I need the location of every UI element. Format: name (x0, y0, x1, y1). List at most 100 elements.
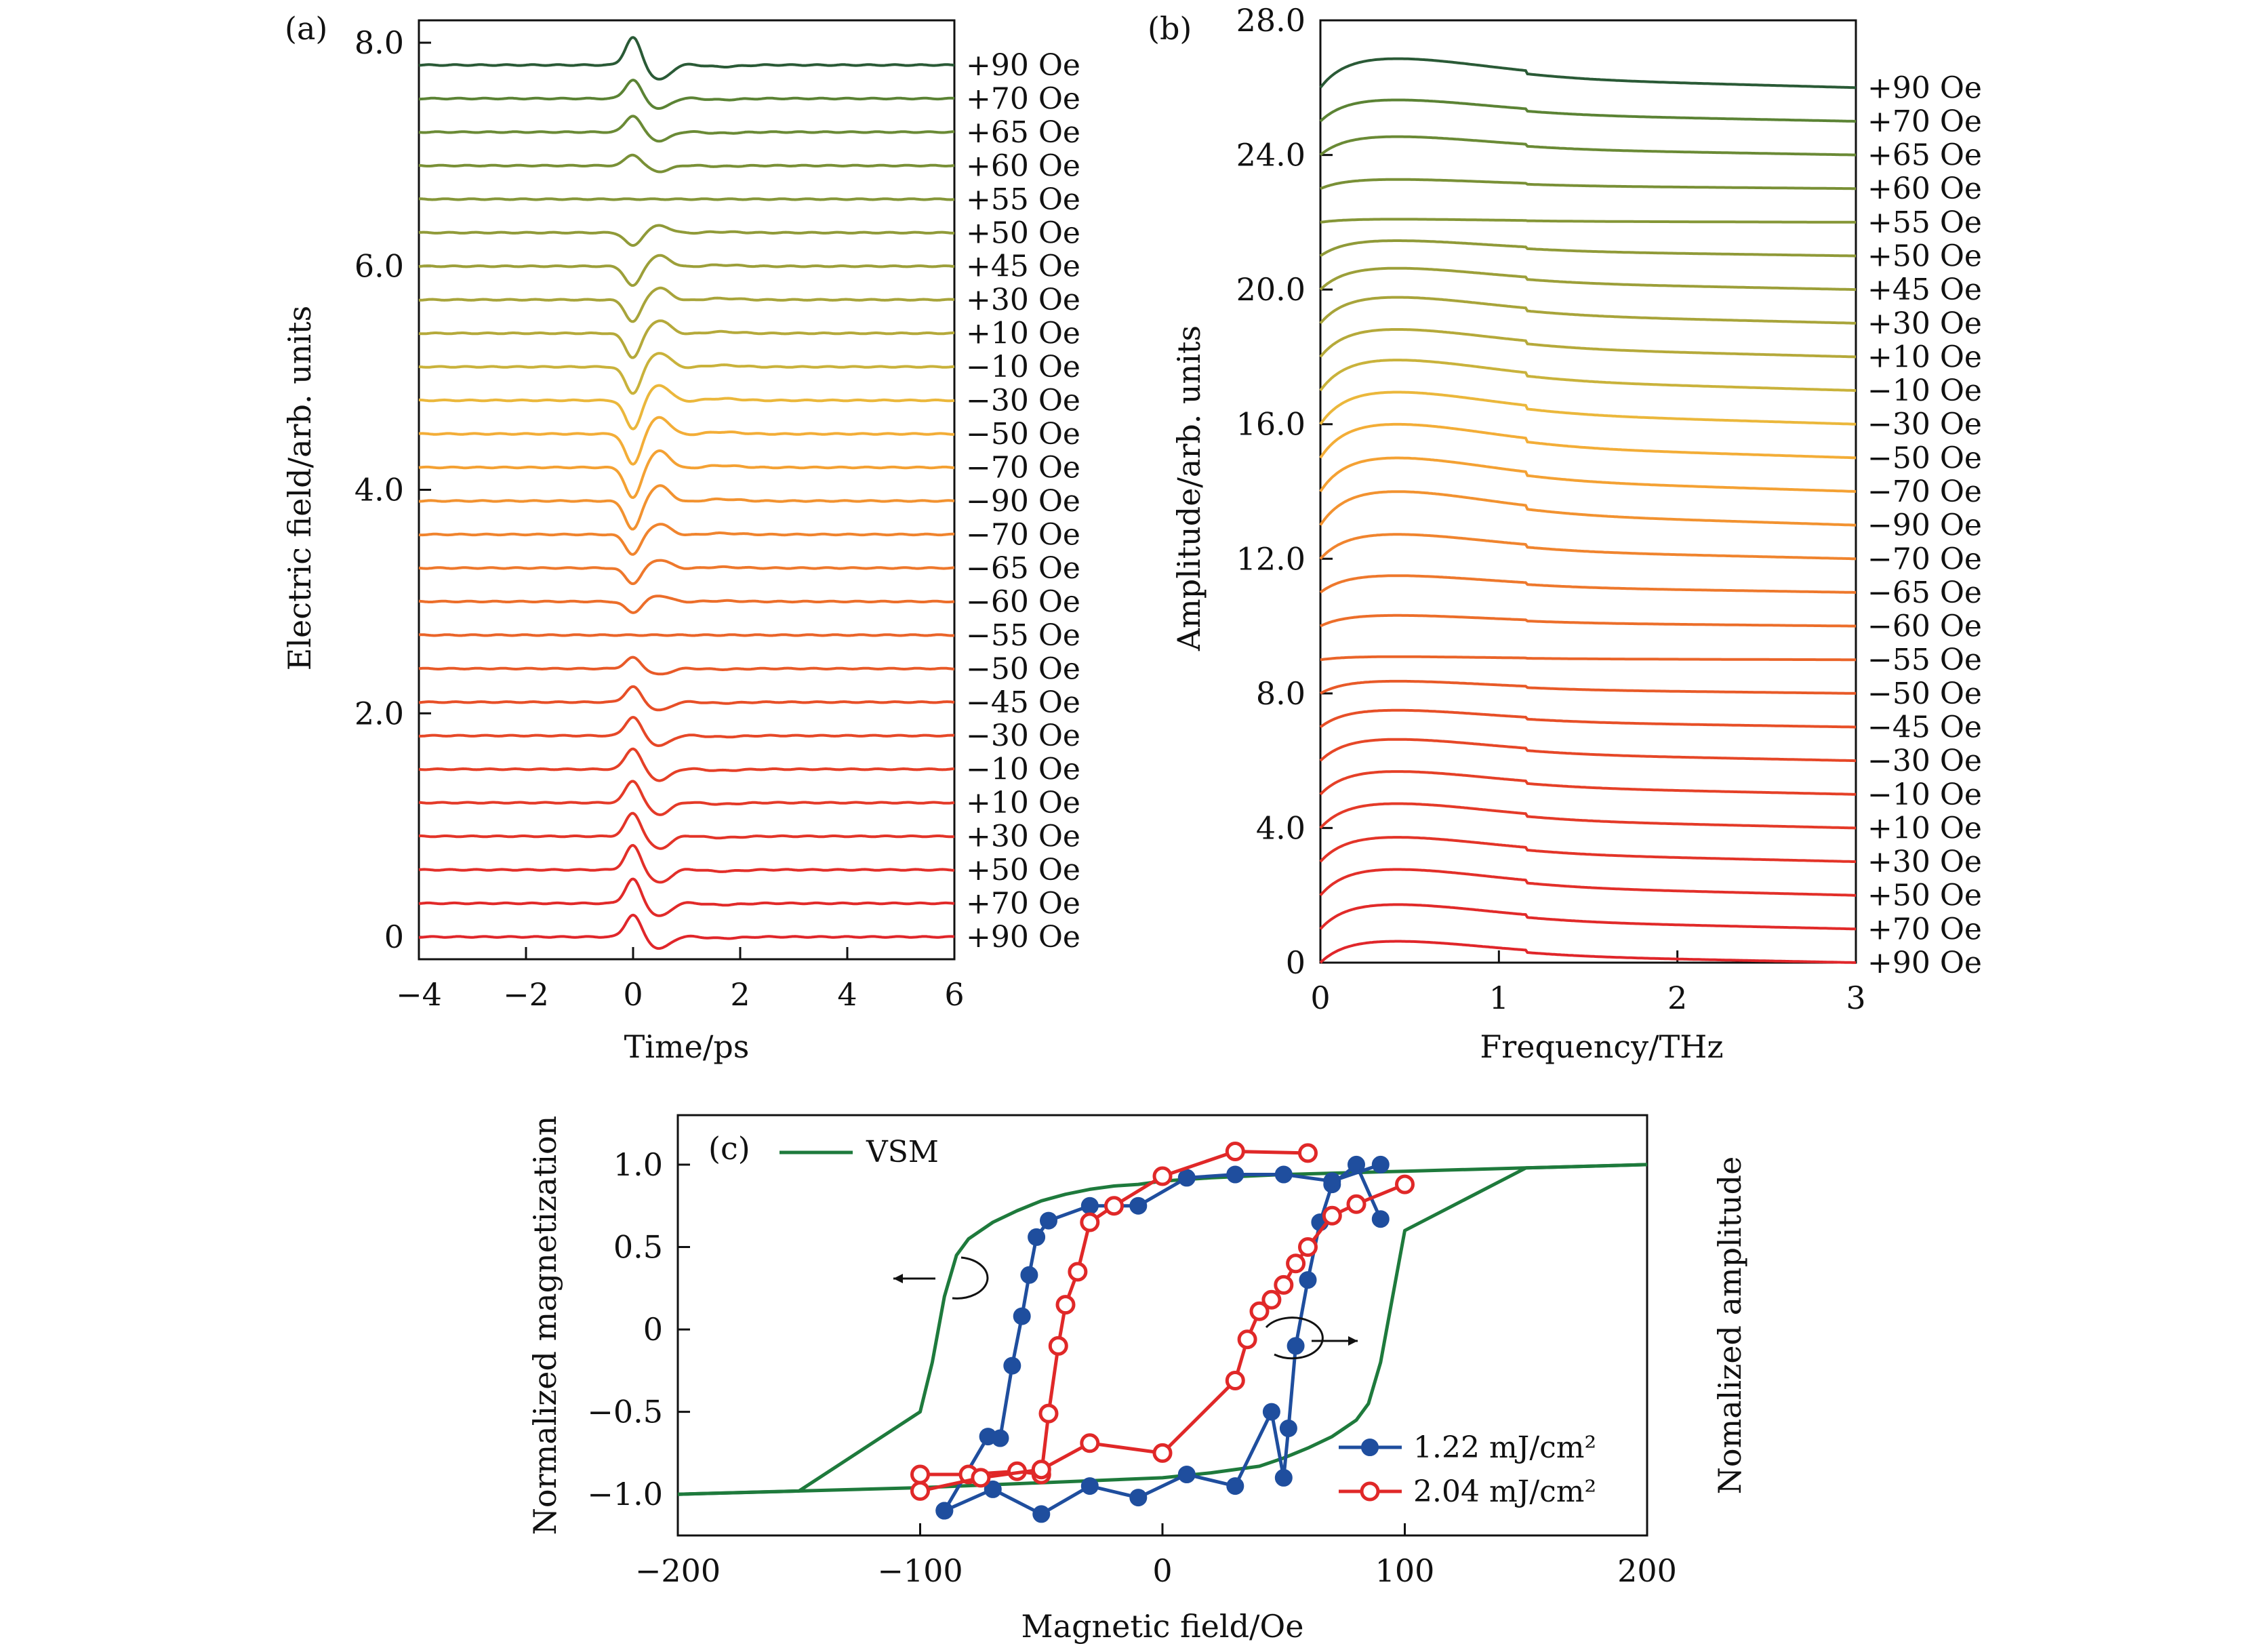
hysteresis-point (1020, 1266, 1038, 1284)
spectrum-trace (1319, 359, 1857, 393)
spectrum-trace (1320, 679, 1857, 695)
time-trace (418, 79, 955, 110)
spectrum-trace (1320, 178, 1856, 190)
x-tick-label: −2 (503, 976, 549, 1013)
time-trace-label: −70 Oe (966, 517, 1080, 552)
hysteresis-point (1261, 1289, 1282, 1310)
spectrum-trace-label: +55 Oe (1867, 205, 1982, 240)
y-tick-label: 8.0 (355, 24, 404, 61)
y-tick-label: 24.0 (1236, 137, 1305, 174)
panel-b-label: (b) (1148, 10, 1192, 47)
hysteresis-point (1346, 1194, 1366, 1214)
panel-c-ylabel-left: Normalized magnetization (527, 1116, 563, 1535)
left-rotation-arrow-icon (893, 1256, 989, 1300)
panel-c-ylabel-right: Nomalized amplitude (1712, 1157, 1748, 1495)
hysteresis-point (1279, 1420, 1297, 1437)
x-tick-label: 6 (944, 976, 964, 1013)
hysteresis-point (1003, 1356, 1021, 1375)
hysteresis-point (1129, 1197, 1148, 1215)
time-trace-label: +70 Oe (966, 81, 1080, 116)
hysteresis-point (1040, 1211, 1057, 1230)
hysteresis-point (1129, 1489, 1148, 1507)
panel-b-traces (1319, 57, 1857, 964)
time-trace (418, 224, 954, 247)
spectrum-trace (1320, 655, 1856, 662)
hysteresis-point (1152, 1166, 1173, 1186)
y-tick-label: 4.0 (1256, 809, 1305, 846)
y-tick-label: −0.5 (587, 1394, 663, 1430)
time-trace-label: −60 Oe (966, 584, 1080, 619)
spectrum-trace (1319, 98, 1856, 123)
x-tick-label: 2 (1667, 980, 1687, 1016)
hysteresis-point (935, 1502, 954, 1520)
panel-c-x-ticks: −200 −100 0 100 200 (635, 1523, 1677, 1589)
panel-b-trace-labels: +90 Oe+70 Oe+50 Oe+30 Oe+10 Oe−10 Oe−30 … (1867, 71, 1982, 980)
spectrum-trace (1319, 708, 1856, 729)
time-trace (418, 449, 955, 500)
x-tick-label: 2 (730, 976, 750, 1013)
legend-fluence2-label: 2.04 mJ/cm² (1413, 1474, 1596, 1509)
legend-vsm-label: VSM (866, 1135, 939, 1169)
hysteresis-point (1274, 1468, 1293, 1487)
x-tick-label: 0 (623, 976, 643, 1013)
hysteresis-point (910, 1464, 930, 1485)
hysteresis-point (1031, 1460, 1051, 1480)
panel-c-series (677, 1142, 1648, 1523)
x-tick-label: 100 (1375, 1552, 1435, 1589)
hysteresis-point (1013, 1307, 1031, 1325)
legend-top-left: VSM (779, 1135, 939, 1169)
right-rotation-arrow-icon (1265, 1317, 1358, 1360)
panel-b-ylabel: Amplitude/arb. units (1171, 325, 1207, 651)
hysteresis-point (1322, 1205, 1342, 1226)
hysteresis-point (1249, 1301, 1270, 1321)
time-trace-label: −10 Oe (966, 752, 1080, 787)
time-trace (418, 153, 955, 174)
time-trace-label: +70 Oe (966, 887, 1080, 921)
legend-fluence1-label: 1.22 mJ/cm² (1413, 1430, 1596, 1465)
legend-bottom-right: 1.22 mJ/cm² 2.04 mJ/cm² (1339, 1430, 1596, 1509)
time-trace-label: +65 Oe (966, 115, 1080, 150)
spectrum-trace-label: −65 Oe (1867, 576, 1982, 610)
y-tick-label: 1.0 (613, 1146, 663, 1183)
time-trace-label: −90 Oe (966, 484, 1080, 519)
spectrum-trace-label: −50 Oe (1867, 441, 1982, 475)
time-trace-label: +45 Oe (966, 249, 1080, 284)
spectrum-trace-label: +70 Oe (1867, 104, 1982, 139)
time-trace-label: −50 Oe (966, 651, 1080, 686)
time-trace (418, 352, 955, 395)
y-tick-label: 4.0 (355, 472, 404, 508)
y-tick-label: 6.0 (355, 248, 404, 285)
time-trace (418, 747, 954, 782)
spectrum-trace-label: −30 Oe (1867, 744, 1982, 778)
time-trace-label: −55 Oe (966, 618, 1080, 653)
time-trace-label: +60 Oe (966, 148, 1080, 183)
hysteresis-point (910, 1481, 930, 1501)
hysteresis-point (1048, 1335, 1068, 1356)
spectrum-trace-label: +10 Oe (1867, 340, 1982, 374)
panel-c-hysteresis: (c) Magnetic field/Oe Normalized magneti… (527, 1114, 1748, 1645)
hysteresis-point (1104, 1196, 1124, 1216)
time-trace-label: +90 Oe (966, 48, 1080, 83)
hysteresis-point (1226, 1477, 1244, 1495)
x-tick-label: 0 (1152, 1552, 1172, 1589)
hysteresis-point (1274, 1274, 1294, 1295)
spectrum-trace-label: +30 Oe (1867, 306, 1982, 341)
time-trace (419, 913, 955, 950)
time-trace (418, 523, 955, 556)
hysteresis-point (1055, 1295, 1076, 1315)
spectrum-trace (1320, 218, 1857, 224)
spectrum-trace-label: −45 Oe (1867, 710, 1982, 745)
time-trace-label: +55 Oe (966, 182, 1080, 217)
x-tick-label: 200 (1617, 1552, 1677, 1589)
spectrum-trace-label: −70 Oe (1867, 475, 1982, 509)
time-trace-label: −45 Oe (966, 685, 1080, 720)
hysteresis-point (991, 1429, 1009, 1447)
y-tick-label: 0 (643, 1311, 663, 1348)
panel-b-x-ticks: 0 1 2 3 (1310, 950, 1866, 1016)
spectrum-trace (1319, 574, 1856, 594)
spectrum-trace-label: +10 Oe (1867, 811, 1982, 845)
hysteresis-point (984, 1480, 1002, 1498)
time-trace-label: +90 Oe (966, 920, 1080, 954)
hysteresis-point (1262, 1403, 1280, 1421)
